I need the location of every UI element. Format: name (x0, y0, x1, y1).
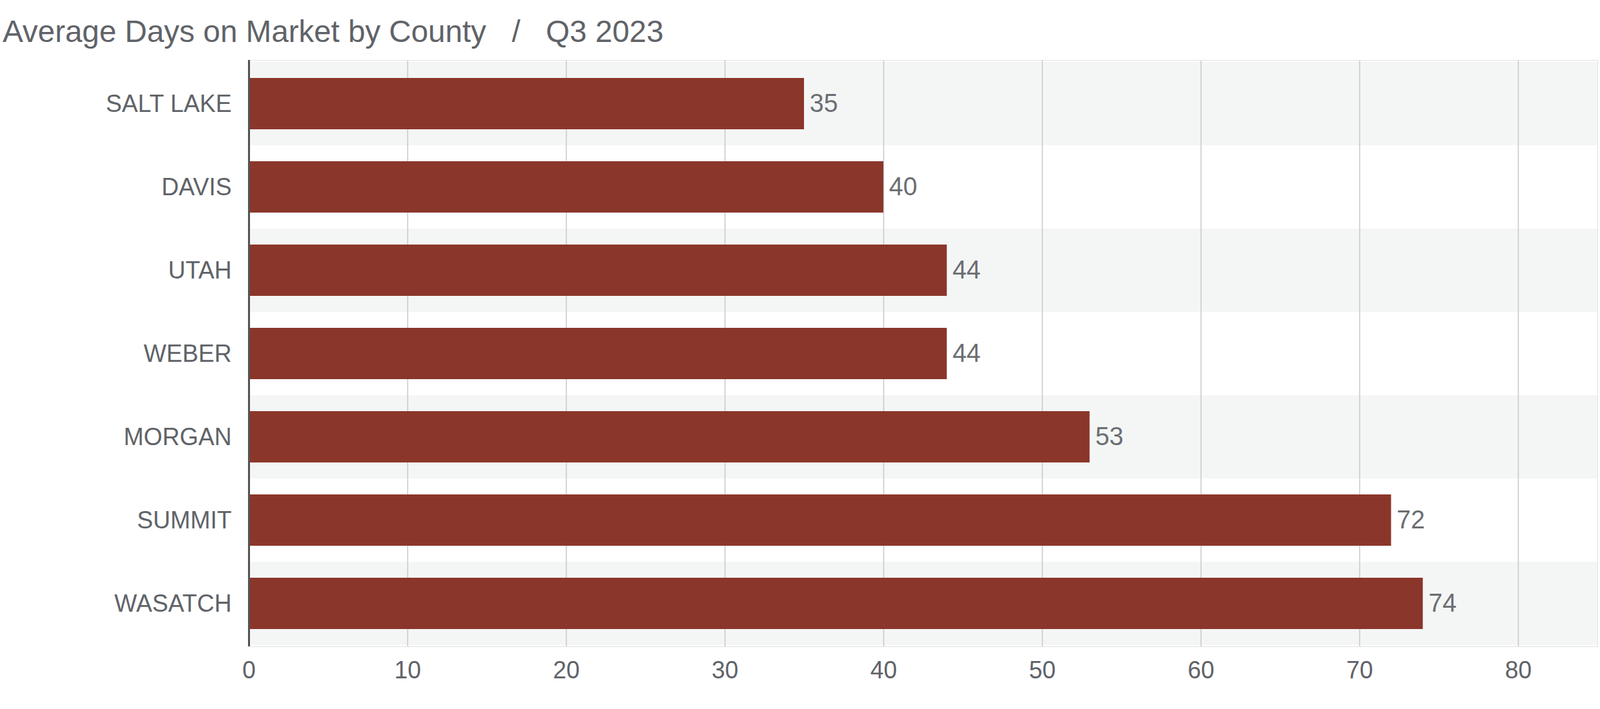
svg-text:40: 40 (870, 656, 897, 684)
svg-text:80: 80 (1504, 656, 1532, 684)
svg-text:53: 53 (1095, 422, 1124, 451)
svg-text:UTAH: UTAH (168, 256, 232, 284)
svg-text:60: 60 (1187, 656, 1214, 684)
svg-text:SUMMIT: SUMMIT (137, 506, 232, 534)
svg-text:50: 50 (1028, 656, 1056, 684)
html-text:Average Days on Market by Coun: Average Days on Market by County / Q3 20… (2, 14, 664, 49)
svg-text:70: 70 (1346, 656, 1373, 684)
svg-text:DAVIS: DAVIS (161, 173, 232, 201)
svg-text:44: 44 (952, 339, 981, 368)
svg-text:40: 40 (889, 172, 918, 201)
svg-text:SALT LAKE: SALT LAKE (106, 90, 232, 118)
svg-text:MORGAN: MORGAN (124, 423, 232, 451)
svg-text:20: 20 (552, 656, 580, 684)
svg-text:35: 35 (810, 89, 838, 118)
svg-text:WEBER: WEBER (143, 340, 232, 368)
svg-text:10: 10 (394, 656, 421, 684)
svg-text:WASATCH: WASATCH (114, 590, 232, 618)
svg-text:30: 30 (711, 656, 738, 684)
svg-text:72: 72 (1396, 506, 1425, 534)
svg-text:44: 44 (952, 256, 981, 284)
svg-text:74: 74 (1428, 589, 1457, 618)
svg-text:0: 0 (242, 656, 256, 684)
